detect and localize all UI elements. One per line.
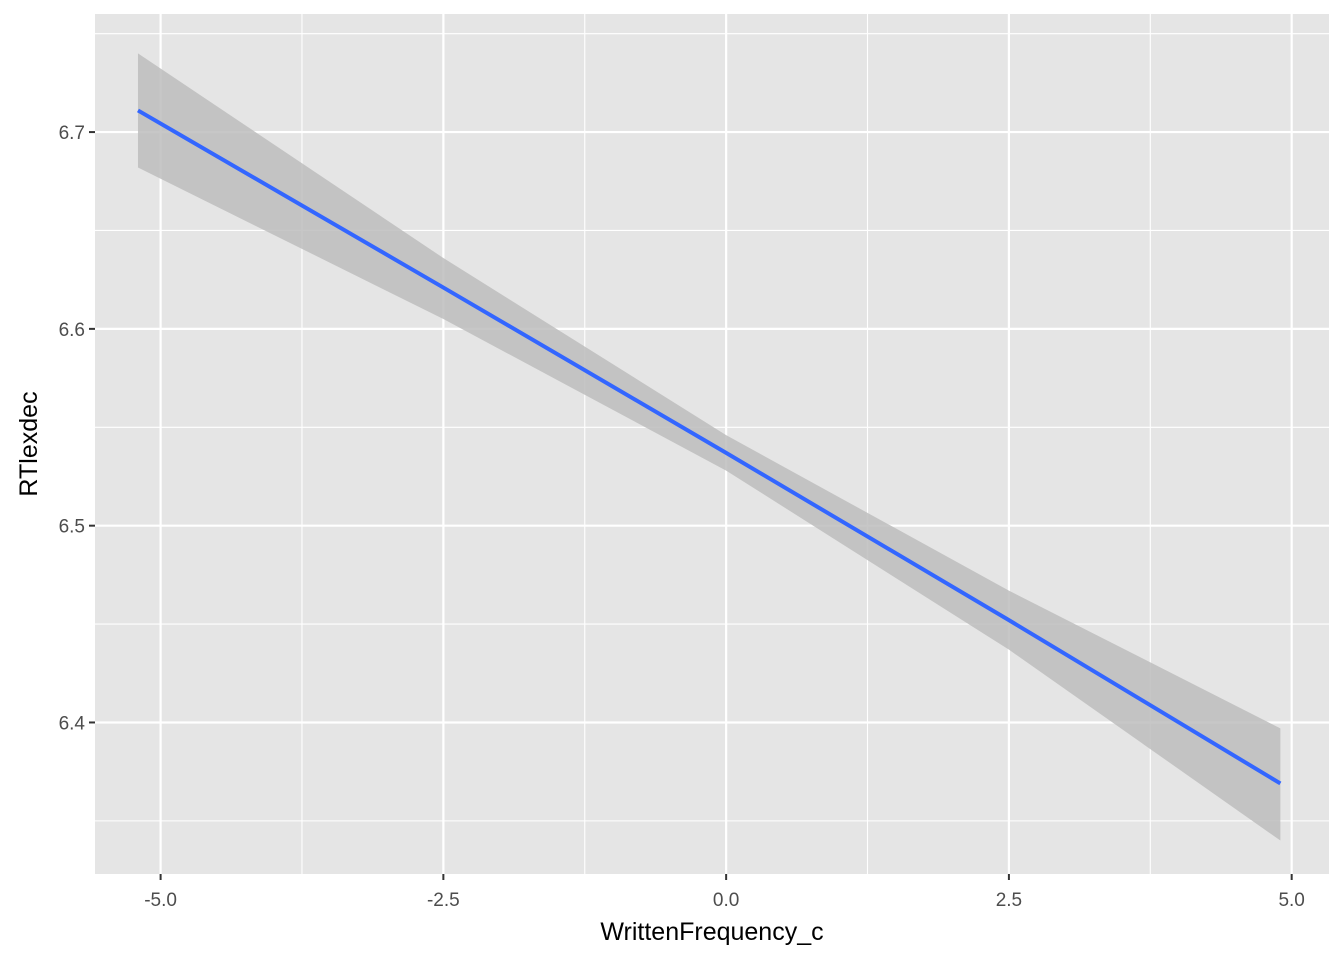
y-tick-label: 6.7	[59, 123, 85, 144]
major-gridlines	[95, 14, 1329, 874]
x-tick-label: -2.5	[427, 890, 460, 911]
x-tick-label: -5.0	[144, 890, 177, 911]
y-tick-label: 6.4	[59, 713, 86, 734]
x-tick-label: 2.5	[996, 890, 1022, 911]
y-tick-label: 6.5	[59, 517, 85, 538]
y-axis-title: RTlexdec	[15, 391, 43, 496]
x-tick-label: 5.0	[1278, 890, 1304, 911]
x-tick-label: 0.0	[713, 890, 739, 911]
regression-line	[136, 108, 1282, 786]
x-axis-ticks: -5.0 -2.5 0.0 2.5 5.0	[144, 874, 1305, 911]
confidence-ribbon	[137, 53, 1281, 841]
y-axis-ticks: 6.4 6.5 6.6 6.7	[59, 123, 95, 734]
x-axis-title: WrittenFrequency_c	[600, 918, 823, 946]
y-tick-label: 6.6	[59, 320, 85, 341]
